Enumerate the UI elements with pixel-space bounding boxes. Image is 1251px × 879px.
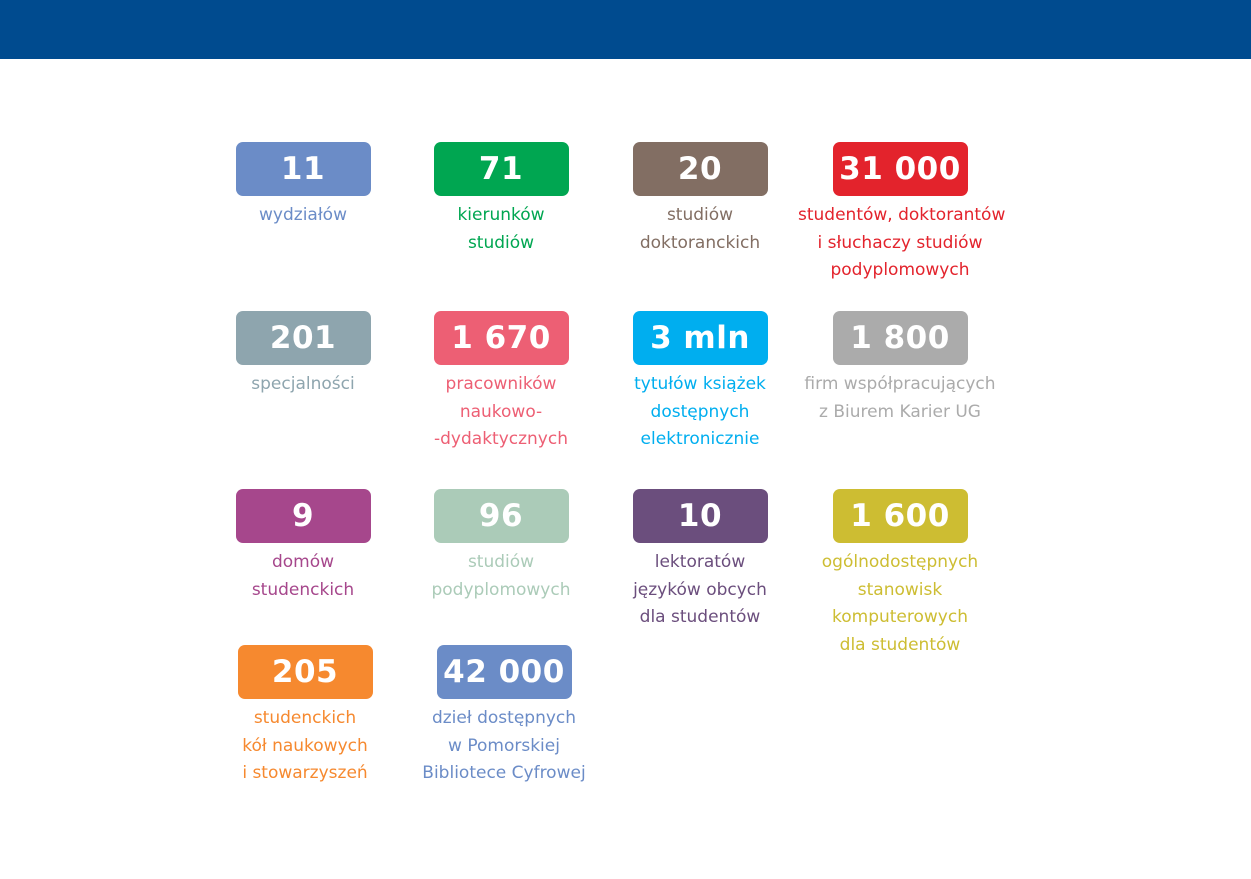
stat-label-line: podyplomowych	[431, 579, 571, 600]
stat-label: dzieł dostępnych w Pomorskiej Bibliotece…	[409, 705, 599, 788]
stat-computer-stations: 1 600 ogólnodostępnych stanowisk kompute…	[798, 489, 1002, 659]
stat-label: studentów, doktorantów i słuchaczy studi…	[798, 202, 1006, 285]
stat-label-line: elektronicznie	[640, 429, 760, 449]
stat-language-courses: 10 lektoratów języków obcych dla student…	[605, 489, 795, 632]
stat-label-line: pracowników	[445, 374, 557, 394]
stat-value-badge: 1 600	[832, 489, 968, 543]
stat-student-clubs: 205 studenckich kół naukowych i stowarzy…	[210, 645, 400, 788]
stat-label-line: -dydaktycznych	[434, 429, 568, 449]
stat-label-line: dostępnych	[650, 401, 750, 422]
stat-label-line: studiów	[666, 205, 734, 225]
stat-label: tytułów książek dostępnych elektroniczni…	[605, 371, 795, 454]
stat-value-badge: 201	[235, 311, 371, 365]
stat-label-line: dla studentów	[639, 607, 761, 627]
stat-label-line: kół naukowych	[242, 735, 368, 756]
stat-label-line: doktoranckich	[639, 232, 761, 253]
stat-ebooks: 3 mln tytułów książek dostępnych elektro…	[605, 311, 795, 454]
stat-label-line: i stowarzyszeń	[242, 763, 368, 783]
stat-students: 31 000 studentów, doktorantów i słuchacz…	[798, 142, 1006, 285]
stat-specializations: 201 specjalności	[208, 311, 398, 399]
stat-label-line: studenckich	[251, 579, 355, 600]
stat-label-line: naukowo-	[459, 401, 543, 422]
stat-label-line: domów	[271, 552, 335, 572]
stat-label-line: studentów, doktorantów	[798, 205, 1006, 225]
stat-doctoral-studies: 20 studiów doktoranckich	[605, 142, 795, 257]
stat-value-badge: 31 000	[832, 142, 968, 196]
stat-label: ogólnodostępnych stanowisk komputerowych…	[798, 549, 1002, 659]
stat-label-line: firm współpracujących	[804, 374, 996, 394]
stat-label: specjalności	[208, 371, 398, 399]
stat-label-line: komputerowych	[832, 607, 968, 627]
stat-label-line: studiów	[467, 232, 535, 253]
stat-value-badge: 42 000	[436, 645, 572, 699]
stat-label-line: stanowisk	[857, 579, 943, 600]
stat-label: lektoratów języków obcych dla studentów	[605, 549, 795, 632]
stat-label: firm współpracujących z Biurem Karier UG	[798, 371, 1002, 426]
stat-value-badge: 3 mln	[632, 311, 768, 365]
stat-label-line: Bibliotece Cyfrowej	[422, 763, 586, 783]
top-banner	[0, 0, 1251, 59]
stat-dormitories: 9 domów studenckich	[208, 489, 398, 604]
stat-postgraduate-studies: 96 studiów podyplomowych	[406, 489, 596, 604]
stat-label: studenckich kół naukowych i stowarzyszeń	[210, 705, 400, 788]
stat-label: studiów doktoranckich	[605, 202, 795, 257]
stat-label-line: i słuchaczy studiów	[817, 232, 983, 253]
stat-label: studiów podyplomowych	[406, 549, 596, 604]
stat-value-badge: 11	[235, 142, 371, 196]
stat-value-badge: 96	[433, 489, 569, 543]
stat-label-line: dla studentów	[839, 634, 961, 655]
stat-label: pracowników naukowo- -dydaktycznych	[406, 371, 596, 454]
stat-value-badge: 1 670	[433, 311, 569, 365]
stat-value-badge: 205	[237, 645, 373, 699]
stat-label-line: kierunków	[457, 205, 545, 225]
stat-label-line: dzieł dostępnych	[431, 708, 577, 728]
stat-value-badge: 71	[433, 142, 569, 196]
stat-value-badge: 10	[632, 489, 768, 543]
stat-label-line: z Biurem Karier UG	[819, 401, 981, 422]
stat-value-badge: 1 800	[832, 311, 968, 365]
stat-label: kierunków studiów	[406, 202, 596, 257]
stat-partner-companies: 1 800 firm współpracujących z Biurem Kar…	[798, 311, 1002, 426]
stat-label-line: wydziałów	[259, 205, 347, 225]
stat-label: wydziałów	[208, 202, 398, 230]
stat-value-badge: 20	[632, 142, 768, 196]
stat-value-badge: 9	[235, 489, 371, 543]
stat-label-line: języków obcych	[633, 579, 767, 600]
stat-label-line: studenckich	[253, 708, 357, 728]
stat-fields-of-study: 71 kierunków studiów	[406, 142, 596, 257]
stat-label-line: lektoratów	[654, 552, 746, 572]
stat-label-line: podyplomowych	[830, 260, 970, 280]
stat-label-line: studiów	[467, 552, 535, 572]
stat-academic-staff: 1 670 pracowników naukowo- -dydaktycznyc…	[406, 311, 596, 454]
stat-label-line: w Pomorskiej	[448, 735, 560, 756]
stat-label-line: ogólnodostępnych	[821, 552, 979, 572]
stat-digital-library: 42 000 dzieł dostępnych w Pomorskiej Bib…	[409, 645, 599, 788]
stat-label-line: specjalności	[251, 374, 355, 394]
stat-label: domów studenckich	[208, 549, 398, 604]
stat-faculties: 11 wydziałów	[208, 142, 398, 230]
stat-label-line: tytułów książek	[634, 374, 766, 394]
